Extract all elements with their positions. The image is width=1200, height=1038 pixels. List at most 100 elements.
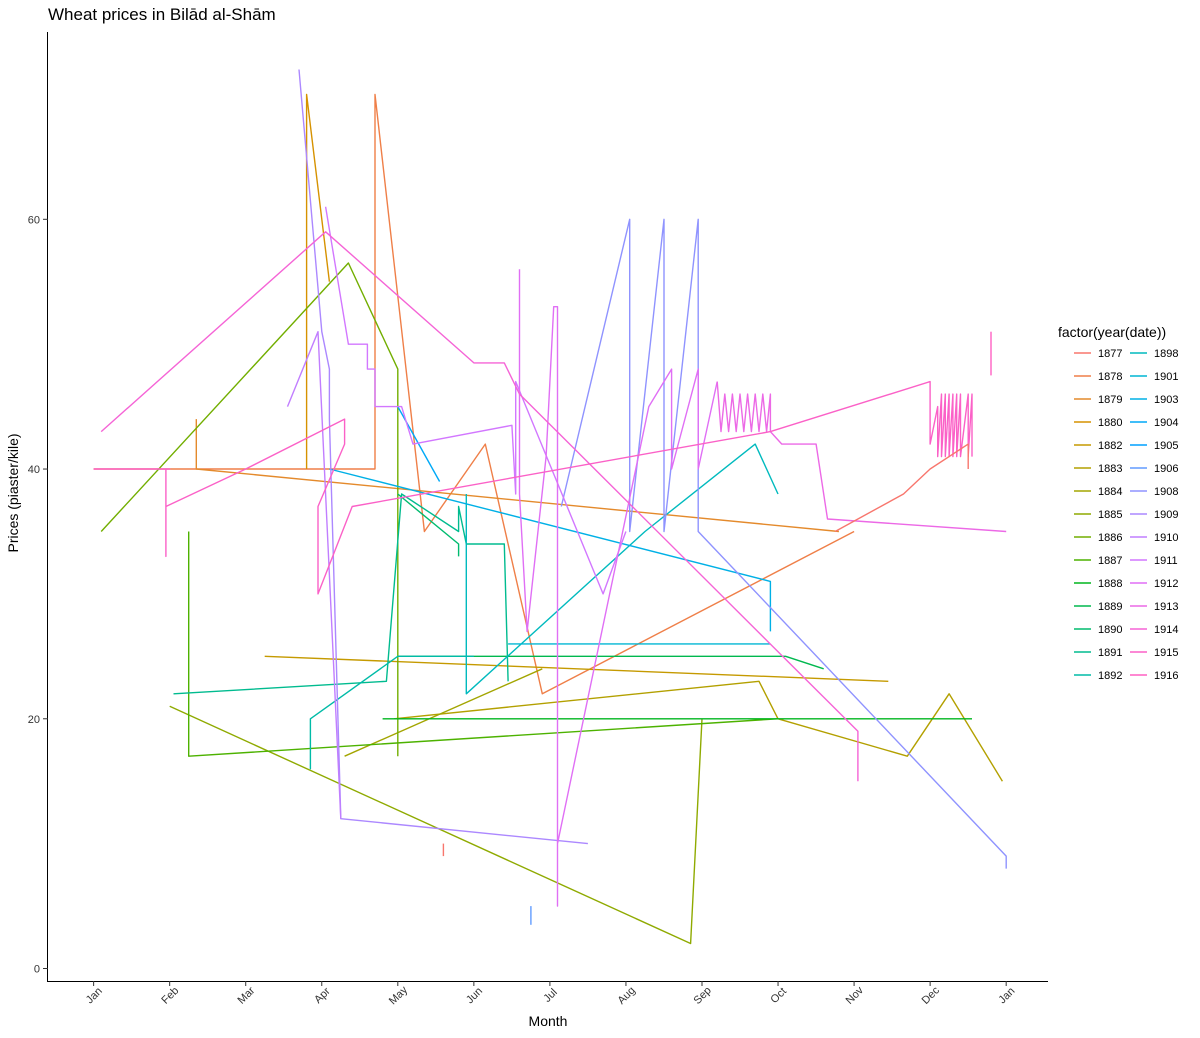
legend-label: 1913 xyxy=(1154,601,1178,613)
legend-item-1911: 1911 xyxy=(1130,555,1178,567)
y-tick-label: 0 xyxy=(34,964,40,976)
legend: factor(year(date)) 187718781879188018821… xyxy=(1058,324,1178,682)
x-tick-label: Sep xyxy=(692,985,714,1007)
legend-item-1916: 1916 xyxy=(1130,670,1178,682)
legend-item-1884: 1884 xyxy=(1074,486,1122,498)
legend-label: 1882 xyxy=(1098,440,1122,452)
legend-item-1906: 1906 xyxy=(1130,463,1178,475)
legend-label: 1892 xyxy=(1098,670,1122,682)
y-axis-title: Prices (piaster/kile) xyxy=(5,433,21,552)
legend-item-1914: 1914 xyxy=(1130,624,1178,636)
legend-label: 1901 xyxy=(1154,371,1178,383)
legend-label: 1905 xyxy=(1154,440,1178,452)
series-line-1890 xyxy=(397,493,460,557)
legend-item-1888: 1888 xyxy=(1074,578,1122,590)
series-line-1886 xyxy=(100,262,399,757)
x-tick-label: Jan xyxy=(996,985,1017,1006)
legend-label: 1910 xyxy=(1154,532,1178,544)
legend-label: 1914 xyxy=(1154,624,1178,636)
legend-label: 1883 xyxy=(1098,463,1122,475)
legend-label: 1879 xyxy=(1098,394,1122,406)
legend-item-1913: 1913 xyxy=(1130,601,1178,613)
legend-label: 1880 xyxy=(1098,417,1122,429)
x-tick-label: Jun xyxy=(464,985,485,1006)
x-tick-label: May xyxy=(387,984,411,1008)
legend-label: 1890 xyxy=(1098,624,1122,636)
x-axis-title: Month xyxy=(529,1013,568,1029)
legend-label: 1877 xyxy=(1098,348,1122,360)
series-line-1889 xyxy=(397,655,824,670)
x-tick-label: Jan xyxy=(84,985,105,1006)
series-line-1884 xyxy=(344,668,543,757)
legend-label: 1912 xyxy=(1154,578,1178,590)
x-tick-label: Nov xyxy=(844,984,867,1007)
legend-label: 1878 xyxy=(1098,371,1122,383)
y-tick-label: 60 xyxy=(28,214,40,226)
legend-item-1891: 1891 xyxy=(1074,647,1122,659)
series-line-1877b xyxy=(834,443,969,533)
legend-item-1905: 1905 xyxy=(1130,440,1178,452)
legend-item-1886: 1886 xyxy=(1074,532,1122,544)
x-tick-label: Mar xyxy=(235,985,257,1007)
series-line-1882 xyxy=(264,655,889,682)
x-tick-label: Aug xyxy=(615,985,637,1007)
series-line-1883 xyxy=(393,680,1003,782)
legend-items: 1877 1878 1879 1880 1882 1883 1884 1885 1886 1887… xyxy=(1074,348,1178,682)
legend-item-1908: 1908 xyxy=(1130,486,1178,498)
x-tick-label: Dec xyxy=(920,984,943,1007)
legend-label: 1885 xyxy=(1098,509,1122,521)
series-line-1892 xyxy=(309,655,474,770)
legend-item-1909: 1909 xyxy=(1130,509,1178,521)
x-tick-label: Apr xyxy=(312,985,333,1006)
series-line-1912 xyxy=(518,269,718,907)
series-line-1878 xyxy=(93,93,855,695)
y-tick-label: 20 xyxy=(28,714,40,726)
series-line-1904 xyxy=(397,406,441,482)
legend-item-1877: 1877 xyxy=(1074,348,1122,360)
legend-item-1898: 1898 xyxy=(1130,348,1178,360)
series-layer xyxy=(93,69,1007,945)
legend-label: 1898 xyxy=(1154,348,1178,360)
legend-label: 1911 xyxy=(1154,555,1178,567)
legend-label: 1887 xyxy=(1098,555,1122,567)
legend-label: 1909 xyxy=(1154,509,1178,521)
legend-item-1879: 1879 xyxy=(1074,394,1122,406)
x-tick-label: Jul xyxy=(541,986,559,1004)
chart-title: Wheat prices in Bilād al-Shām xyxy=(48,5,276,24)
x-tick-label: Oct xyxy=(768,985,789,1006)
x-tick-label: Feb xyxy=(159,985,181,1007)
legend-label: 1916 xyxy=(1154,670,1178,682)
series-line-1909 xyxy=(298,69,588,845)
series-line-1903 xyxy=(329,468,772,632)
legend-item-1890: 1890 xyxy=(1074,624,1122,636)
legend-item-1880: 1880 xyxy=(1074,417,1122,429)
legend-label: 1891 xyxy=(1098,647,1122,659)
legend-item-1904: 1904 xyxy=(1130,417,1178,429)
legend-label: 1904 xyxy=(1154,417,1178,429)
y-ticks: 0 20 40 60 xyxy=(28,214,48,976)
series-line-1879 xyxy=(195,419,839,533)
series-line-1908 xyxy=(560,218,1007,869)
legend-item-1892: 1892 xyxy=(1074,670,1122,682)
legend-label: 1908 xyxy=(1154,486,1178,498)
legend-title: factor(year(date)) xyxy=(1058,324,1166,340)
series-line-1910 xyxy=(286,331,342,819)
y-tick-label: 40 xyxy=(28,464,40,476)
legend-label: 1889 xyxy=(1098,601,1122,613)
series-line-1911 xyxy=(324,206,627,595)
legend-item-1889: 1889 xyxy=(1074,601,1122,613)
legend-label: 1886 xyxy=(1098,532,1122,544)
legend-item-1878: 1878 xyxy=(1074,371,1122,383)
legend-item-1910: 1910 xyxy=(1130,532,1178,544)
series-line-1898 xyxy=(465,443,779,695)
series-line-1885 xyxy=(169,705,703,945)
legend-label: 1884 xyxy=(1098,486,1122,498)
legend-item-1882: 1882 xyxy=(1074,440,1122,452)
legend-item-1885: 1885 xyxy=(1074,509,1122,521)
legend-item-1901: 1901 xyxy=(1130,371,1178,383)
legend-label: 1915 xyxy=(1154,647,1178,659)
series-line-1914 xyxy=(100,231,859,782)
legend-label: 1903 xyxy=(1154,394,1178,406)
